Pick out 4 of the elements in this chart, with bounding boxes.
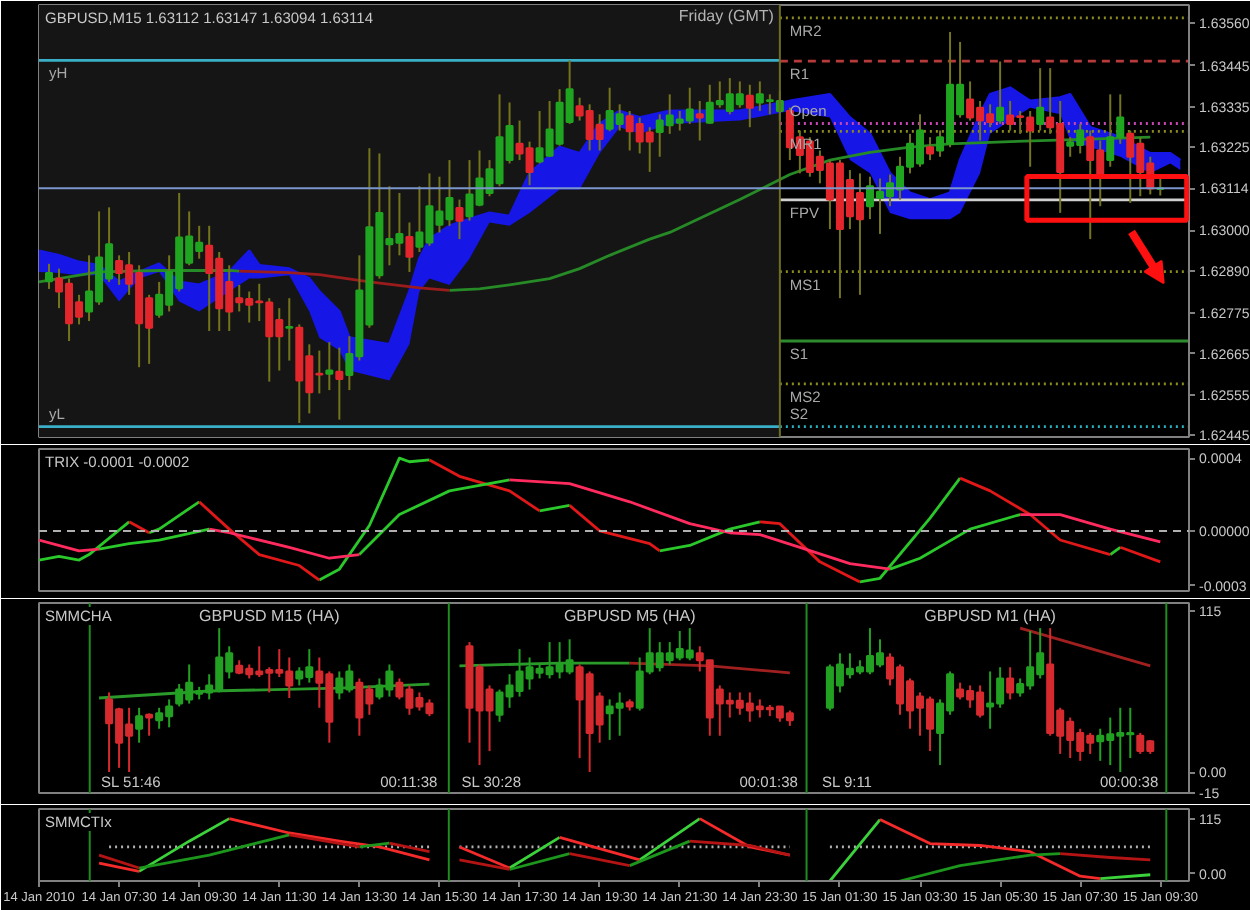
- series-label: GBPUSD M1 (HA): [924, 607, 1057, 625]
- series-label: GBPUSD M5 (HA): [563, 607, 697, 625]
- text: GBPUSD M15 (HA): [199, 607, 341, 625]
- ref-line-label: Friday (GMT): [678, 7, 775, 25]
